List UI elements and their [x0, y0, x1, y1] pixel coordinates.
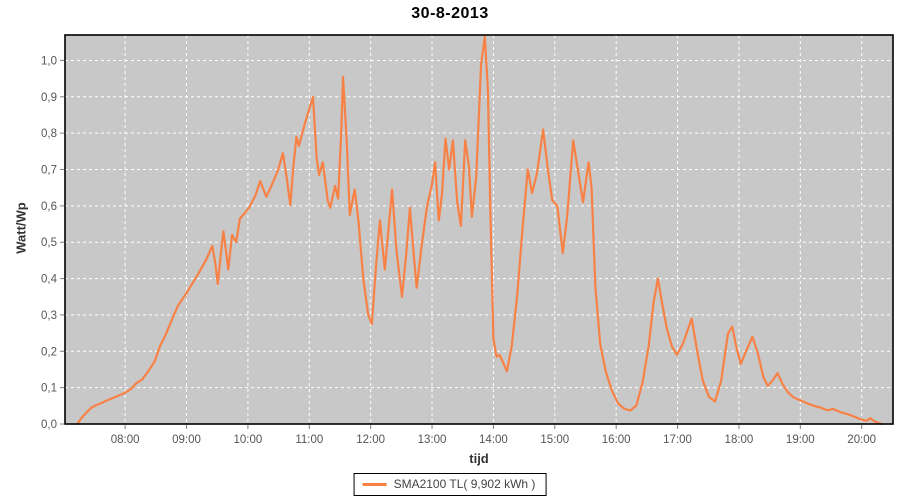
y-tick-label: 0,8: [41, 128, 57, 140]
y-axis-label: Watt/Wp: [13, 202, 29, 254]
x-axis-label: tijd: [469, 451, 489, 466]
y-tick-label: 0,3: [41, 310, 57, 322]
y-tick-label: 0,0: [41, 419, 57, 431]
y-tick-label: 0,4: [41, 274, 58, 286]
x-tick-label: 14:00: [479, 434, 508, 446]
x-tick-label: 08:00: [111, 434, 140, 446]
y-tick-label: 0,5: [41, 237, 57, 249]
legend-line-swatch: [362, 482, 387, 486]
y-tick-marks: [60, 59, 64, 425]
legend-series-label: SMA2100 TL( 9,902 kWh ): [393, 477, 536, 491]
x-tick-label: 18:00: [725, 434, 754, 446]
y-tick-label: 0,7: [41, 165, 57, 177]
x-tick-label: 10:00: [234, 434, 263, 446]
y-tick-label: 0,1: [41, 383, 57, 395]
x-tick-labels: 08:00 09:00 10:00 11:00 12:00 13:00 14:00 15:00…: [111, 434, 876, 446]
plot-border: [64, 34, 894, 425]
x-tick-label: 19:00: [786, 434, 815, 446]
y-tick-label: 0,6: [41, 201, 57, 213]
x-tick-label: 09:00: [172, 434, 201, 446]
x-tick-label: 16:00: [602, 434, 631, 446]
y-tick-label: 1,0: [41, 55, 57, 67]
y-tick-labels: 0,0 0,1 0,2 0,3 0,4 0,5 0,6 0,7 0,8 0,9 1,0: [41, 55, 58, 431]
x-tick-label: 11:00: [295, 434, 323, 446]
x-tick-label: 17:00: [663, 434, 692, 446]
chart-title: 30-8-2013: [411, 5, 489, 22]
x-tick-marks: [124, 425, 863, 429]
x-tick-label: 13:00: [418, 434, 447, 446]
series-line: [76, 35, 883, 426]
x-tick-label: 15:00: [540, 434, 569, 446]
y-tick-label: 0,9: [41, 92, 57, 104]
x-tick-label: 12:00: [356, 434, 385, 446]
x-tick-label: 20:00: [847, 434, 876, 446]
legend: SMA2100 TL( 9,902 kWh ): [353, 473, 547, 496]
y-tick-label: 0,2: [41, 346, 57, 358]
